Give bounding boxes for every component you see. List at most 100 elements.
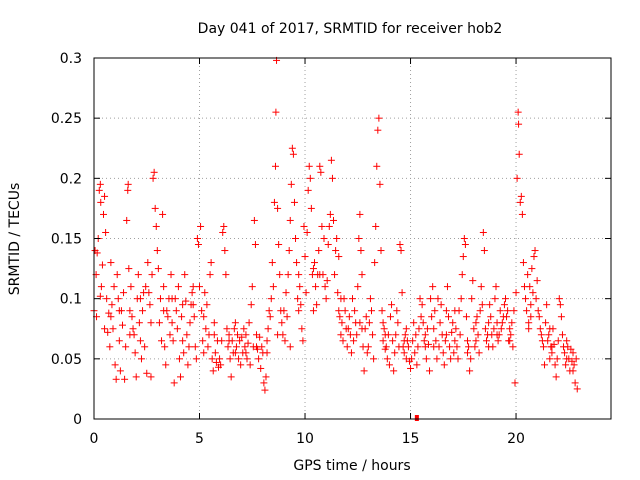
data-point bbox=[419, 319, 427, 327]
data-point bbox=[501, 295, 509, 303]
data-point bbox=[190, 313, 198, 321]
data-point bbox=[198, 307, 206, 315]
data-point bbox=[343, 343, 351, 351]
data-point bbox=[332, 247, 340, 255]
data-point bbox=[362, 313, 370, 321]
data-point bbox=[544, 337, 552, 345]
data-point bbox=[476, 307, 484, 315]
data-point bbox=[451, 307, 459, 315]
data-point bbox=[509, 343, 517, 351]
data-point bbox=[337, 331, 345, 339]
data-point bbox=[208, 355, 216, 363]
data-point bbox=[376, 180, 384, 188]
y-tick-label: 0.3 bbox=[60, 51, 82, 67]
data-point bbox=[188, 289, 196, 297]
data-point bbox=[174, 283, 182, 291]
data-point bbox=[96, 292, 104, 300]
data-point bbox=[370, 355, 378, 363]
data-point bbox=[552, 373, 560, 381]
data-point bbox=[346, 331, 354, 339]
data-point bbox=[498, 319, 506, 327]
grid-lines bbox=[94, 58, 611, 419]
data-point bbox=[533, 277, 541, 285]
data-point bbox=[465, 343, 473, 351]
data-point bbox=[97, 198, 105, 206]
data-point bbox=[334, 289, 342, 297]
data-point bbox=[472, 319, 480, 327]
data-point bbox=[475, 349, 483, 357]
data-point bbox=[561, 349, 569, 357]
data-point bbox=[393, 307, 401, 315]
data-point bbox=[304, 186, 312, 194]
data-point bbox=[431, 307, 439, 315]
data-point bbox=[472, 337, 480, 345]
data-point bbox=[363, 349, 371, 357]
data-point bbox=[162, 361, 170, 369]
data-point bbox=[168, 295, 176, 303]
data-point bbox=[124, 180, 132, 188]
data-point bbox=[541, 361, 549, 369]
data-point bbox=[437, 301, 445, 309]
y-tick-label: 0.1 bbox=[60, 292, 82, 308]
data-point bbox=[478, 301, 486, 309]
data-point bbox=[218, 337, 226, 345]
data-point bbox=[222, 271, 230, 279]
data-point bbox=[289, 150, 297, 158]
data-point bbox=[429, 283, 437, 291]
data-point bbox=[256, 333, 264, 341]
data-point bbox=[434, 295, 442, 303]
data-point bbox=[460, 235, 468, 242]
data-point bbox=[242, 349, 250, 357]
data-point bbox=[271, 162, 279, 170]
y-tick-label: 0.15 bbox=[51, 232, 82, 248]
data-point bbox=[320, 235, 328, 242]
data-point bbox=[115, 307, 123, 315]
data-point bbox=[129, 325, 137, 333]
data-point bbox=[423, 325, 431, 333]
data-point bbox=[385, 361, 393, 369]
data-point bbox=[211, 349, 219, 357]
data-point bbox=[233, 331, 241, 339]
data-point bbox=[173, 325, 181, 333]
data-point bbox=[137, 355, 145, 363]
data-point bbox=[351, 307, 359, 315]
data-point bbox=[210, 319, 218, 327]
data-point bbox=[153, 247, 161, 255]
data-point bbox=[235, 355, 243, 363]
data-point bbox=[512, 289, 520, 297]
data-point bbox=[328, 174, 336, 182]
data-point bbox=[373, 162, 381, 170]
data-point bbox=[347, 349, 355, 357]
data-point bbox=[398, 289, 406, 297]
data-point bbox=[154, 265, 162, 273]
data-point bbox=[143, 369, 151, 377]
data-point bbox=[147, 373, 155, 381]
data-point bbox=[144, 259, 152, 267]
data-point bbox=[464, 349, 472, 357]
data-point bbox=[125, 265, 133, 273]
data-point bbox=[396, 241, 404, 249]
data-point bbox=[545, 331, 553, 339]
data-point bbox=[462, 313, 470, 321]
data-point bbox=[248, 283, 256, 291]
data-point bbox=[336, 313, 344, 321]
data-point bbox=[426, 367, 434, 375]
data-point bbox=[149, 174, 157, 182]
data-point bbox=[286, 216, 294, 224]
data-point bbox=[290, 198, 298, 206]
data-point bbox=[309, 265, 317, 273]
plot-frame bbox=[93, 57, 612, 420]
data-point bbox=[101, 325, 109, 333]
data-point bbox=[479, 228, 487, 236]
data-point bbox=[430, 325, 438, 333]
data-point bbox=[298, 325, 306, 333]
data-point bbox=[518, 210, 526, 218]
data-point bbox=[525, 319, 533, 327]
data-point bbox=[510, 307, 518, 315]
data-point bbox=[301, 253, 309, 261]
data-point bbox=[225, 337, 233, 345]
data-point bbox=[326, 210, 334, 218]
data-point bbox=[477, 283, 485, 291]
data-point bbox=[245, 319, 253, 327]
data-point bbox=[374, 126, 382, 134]
